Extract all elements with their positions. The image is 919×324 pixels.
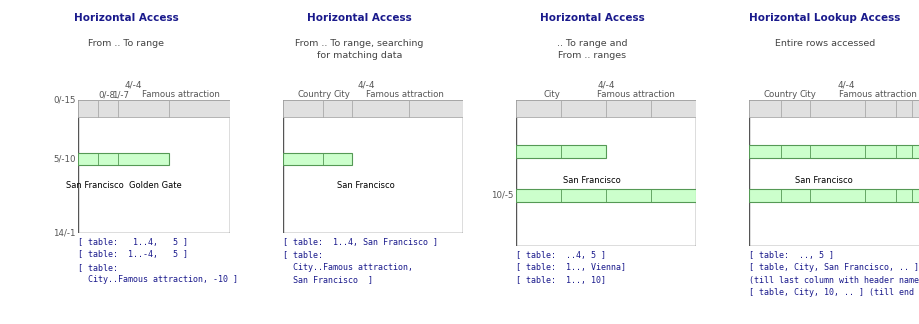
Bar (748, 189, 919, 202)
Text: 0/-8: 0/-8 (97, 90, 115, 99)
Text: 4/-4: 4/-4 (357, 80, 374, 89)
Text: City: City (334, 90, 350, 99)
Text: Country: Country (298, 90, 332, 99)
Text: Famous attraction: Famous attraction (142, 90, 220, 99)
Text: [ table:  ..4, 5 ]: [ table: ..4, 5 ] (516, 251, 606, 260)
Text: From .. To range, searching
for matching data: From .. To range, searching for matching… (295, 39, 423, 60)
Text: City: City (542, 90, 560, 99)
Text: [ table:   1..4,   5 ]: [ table: 1..4, 5 ] (78, 238, 188, 247)
Text: 4/-4: 4/-4 (837, 80, 855, 89)
Text: [ table:  .., 5 ]: [ table: .., 5 ] (748, 251, 833, 260)
Text: San Francisco: San Francisco (562, 176, 619, 185)
Bar (516, 100, 695, 117)
Text: [ table:  1.., 10]: [ table: 1.., 10] (516, 276, 606, 285)
Text: San Francisco  Golden Gate: San Francisco Golden Gate (66, 181, 181, 191)
Text: 5/-10: 5/-10 (53, 155, 75, 163)
Text: [ table:  1.., Vienna]: [ table: 1.., Vienna] (516, 263, 626, 272)
Text: 1/-7: 1/-7 (111, 90, 129, 99)
Text: 0/-15: 0/-15 (53, 96, 75, 105)
Text: 14/-1: 14/-1 (53, 229, 75, 238)
Text: [ table:  1..4, San Francisco ]: [ table: 1..4, San Francisco ] (283, 238, 437, 247)
Text: Horizontal Access: Horizontal Access (539, 13, 643, 23)
Text: Entire rows accessed: Entire rows accessed (774, 39, 874, 48)
Text: From .. To range: From .. To range (88, 39, 165, 48)
Bar (78, 153, 169, 165)
Text: .. To range and
From .. ranges: .. To range and From .. ranges (556, 39, 627, 60)
Text: Famous attraction: Famous attraction (596, 90, 674, 99)
Text: 4/-4: 4/-4 (596, 80, 614, 89)
Bar (516, 145, 606, 158)
Text: [ table:: [ table: (78, 263, 118, 272)
Text: (till last column with header name): (till last column with header name) (748, 276, 919, 285)
Text: [ table:: [ table: (283, 250, 323, 260)
Text: San Francisco: San Francisco (795, 176, 852, 185)
Text: Horizontal Access: Horizontal Access (74, 13, 178, 23)
Bar (516, 189, 695, 202)
Bar (78, 100, 230, 117)
Text: Famous attraction: Famous attraction (838, 90, 915, 99)
Text: Horizontal Access: Horizontal Access (307, 13, 411, 23)
Text: City: City (799, 90, 815, 99)
Bar (748, 100, 919, 117)
Text: Horizontal Lookup Access: Horizontal Lookup Access (748, 13, 900, 23)
Text: 10/-5: 10/-5 (491, 191, 513, 200)
Text: [ table, City, San Francisco, .. ]: [ table, City, San Francisco, .. ] (748, 263, 918, 272)
Text: Country: Country (763, 90, 797, 99)
Text: City..Famous attraction,: City..Famous attraction, (283, 263, 413, 272)
Text: [ table, City, 10, .. ] (till end of row): [ table, City, 10, .. ] (till end of row… (748, 288, 919, 297)
Text: 4/-4: 4/-4 (125, 80, 142, 89)
Text: [ table:  1..-4,   5 ]: [ table: 1..-4, 5 ] (78, 250, 188, 260)
Text: Famous attraction: Famous attraction (366, 90, 443, 99)
Bar (748, 145, 919, 158)
Text: San Francisco  ]: San Francisco ] (283, 275, 373, 284)
Bar (283, 100, 462, 117)
Bar (283, 153, 351, 165)
Text: San Francisco: San Francisco (336, 181, 394, 191)
Text: City..Famous attraction, -10 ]: City..Famous attraction, -10 ] (78, 275, 238, 284)
